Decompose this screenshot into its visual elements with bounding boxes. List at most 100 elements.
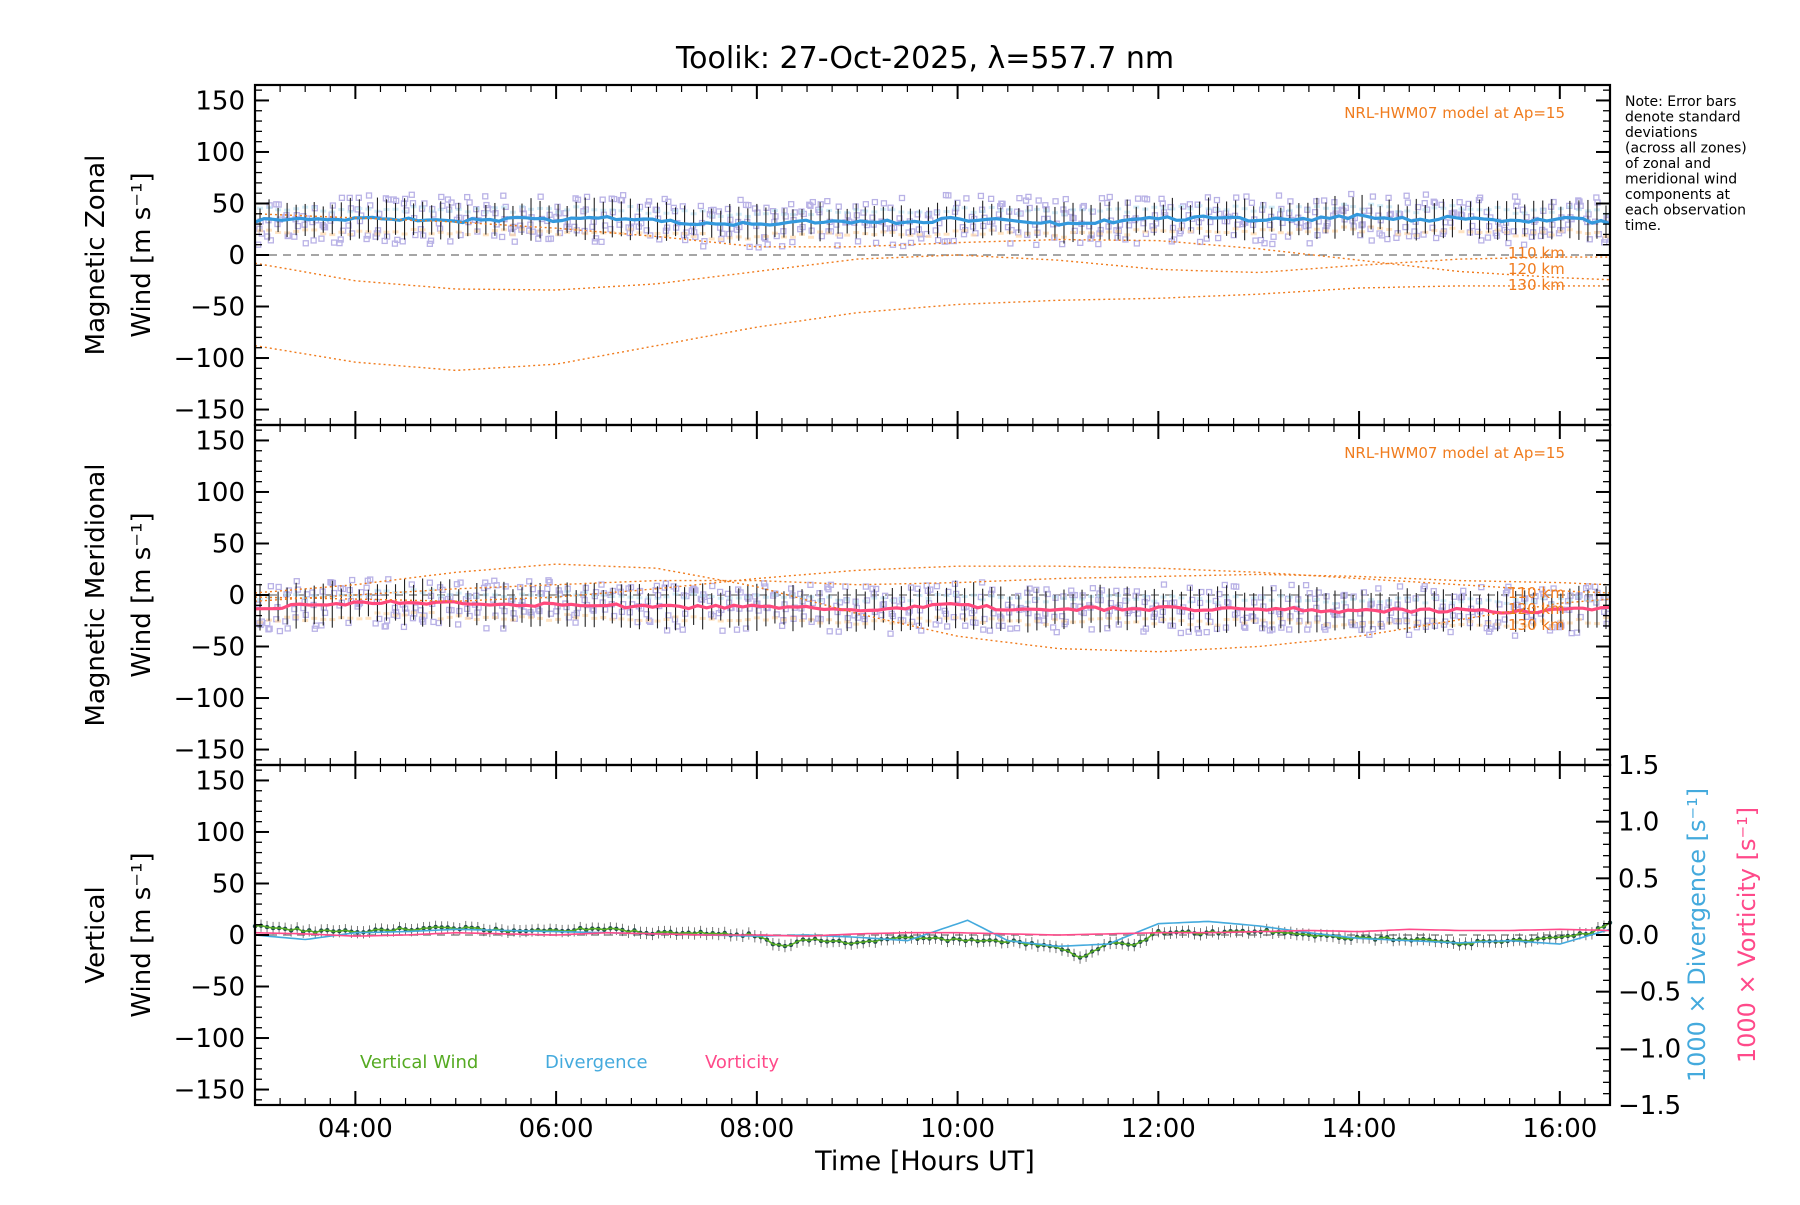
scatter-point — [962, 622, 969, 629]
scatter-point — [1532, 592, 1539, 600]
scatter-point — [1098, 195, 1106, 202]
scatter-point — [1277, 211, 1284, 218]
scatter-point — [336, 239, 343, 247]
scatter-point — [294, 222, 302, 230]
scatter-point — [347, 205, 355, 212]
scatter-point — [1369, 193, 1377, 200]
scatter-point — [663, 627, 671, 634]
scatter-point — [898, 194, 906, 202]
band-point — [1368, 202, 1375, 206]
scatter-point — [872, 585, 880, 593]
scatter-point — [367, 576, 374, 583]
scatter-point — [1233, 194, 1240, 201]
scatter-point — [1358, 626, 1365, 634]
scatter-point — [511, 238, 518, 245]
scatter-point — [1140, 220, 1147, 227]
band-point — [365, 616, 372, 620]
scatter-point — [601, 222, 609, 229]
scatter-point — [1504, 587, 1511, 594]
scatter-point — [1071, 591, 1078, 599]
scatter-point — [653, 582, 661, 590]
scatter-point — [447, 238, 454, 245]
scatter-point — [599, 196, 606, 203]
scatter-point — [574, 196, 582, 203]
scatter-point — [1089, 585, 1097, 592]
scatter-point — [1124, 199, 1131, 206]
scatter-point — [1324, 220, 1331, 227]
scatter-point — [862, 201, 870, 208]
scatter-point — [780, 228, 787, 235]
scatter-point — [275, 583, 282, 591]
scatter-point — [349, 576, 356, 584]
scatter-point — [644, 598, 652, 605]
scatter-point — [427, 592, 435, 599]
scatter-point — [430, 618, 437, 626]
model-curve-130-km — [254, 285, 1610, 372]
scatter-point — [1087, 235, 1094, 242]
scatter-point — [1433, 234, 1440, 242]
band-point — [1268, 205, 1275, 209]
model-curve-110-km — [254, 563, 1611, 653]
scatter-point — [1204, 613, 1212, 620]
scatter-point — [547, 235, 555, 242]
scatter-point — [835, 203, 842, 210]
scatter-point — [1215, 234, 1222, 242]
scatter-point — [1025, 193, 1032, 201]
scatter-point — [610, 195, 618, 203]
scatter-point — [1286, 626, 1293, 633]
scatter-point — [918, 627, 925, 634]
scatter-point — [719, 627, 726, 634]
y-tick-label: 150 — [195, 766, 245, 796]
scatter-point — [762, 583, 769, 590]
scatter-point — [1178, 222, 1186, 229]
scatter-point — [1070, 602, 1077, 610]
scatter-point — [482, 193, 489, 200]
scatter-point — [1523, 214, 1530, 221]
scatter-point — [517, 583, 524, 591]
scatter-point — [682, 610, 689, 617]
scatter-point — [1520, 241, 1528, 248]
band-point — [789, 235, 796, 239]
scatter-point — [978, 579, 986, 586]
scatter-point — [510, 610, 517, 617]
scatter-point — [408, 191, 415, 198]
scatter-point — [266, 625, 273, 632]
scatter-point — [719, 230, 726, 237]
x-tick-label: 06:00 — [519, 1114, 594, 1144]
scatter-point — [1421, 199, 1428, 207]
scatter-point — [1505, 239, 1512, 247]
band-point — [1395, 232, 1402, 236]
scatter-point — [788, 585, 795, 592]
scatter-point — [1376, 603, 1383, 611]
scatter-point — [1522, 595, 1529, 602]
scatter-point — [1311, 208, 1319, 216]
scatter-point — [339, 585, 347, 593]
scatter-point — [337, 236, 344, 243]
x-axis-tick-labels: 04:00 06:00 08:00 10:00 12:00 14:00 16:00 — [318, 1114, 1597, 1144]
scatter-point — [914, 585, 921, 592]
scatter-point — [1431, 199, 1439, 206]
scatter-point — [572, 619, 579, 626]
right-tick-label: −0.5 — [1618, 978, 1681, 1008]
scatter-point — [1501, 616, 1508, 623]
scatter-point — [1203, 235, 1210, 242]
scatter-point — [781, 207, 788, 214]
scatter-point — [474, 609, 481, 616]
right-axis-title-divergence: 1000 × Divergence [s⁻¹] — [1683, 788, 1711, 1082]
x-tick-label: 14:00 — [1322, 1114, 1397, 1144]
scatter-point — [853, 212, 860, 219]
band-point — [708, 237, 715, 241]
scatter-point — [879, 601, 886, 608]
scatter-point — [581, 596, 588, 604]
scatter-point — [990, 610, 997, 617]
band-point — [943, 232, 950, 236]
scatter-point — [1266, 221, 1274, 229]
scatter-point — [799, 598, 806, 605]
y-tick-label: 150 — [195, 426, 245, 456]
scatter-point — [544, 585, 551, 593]
scatter-point — [583, 193, 591, 201]
scatter-point — [1513, 202, 1520, 210]
scatter-point — [1456, 199, 1463, 206]
